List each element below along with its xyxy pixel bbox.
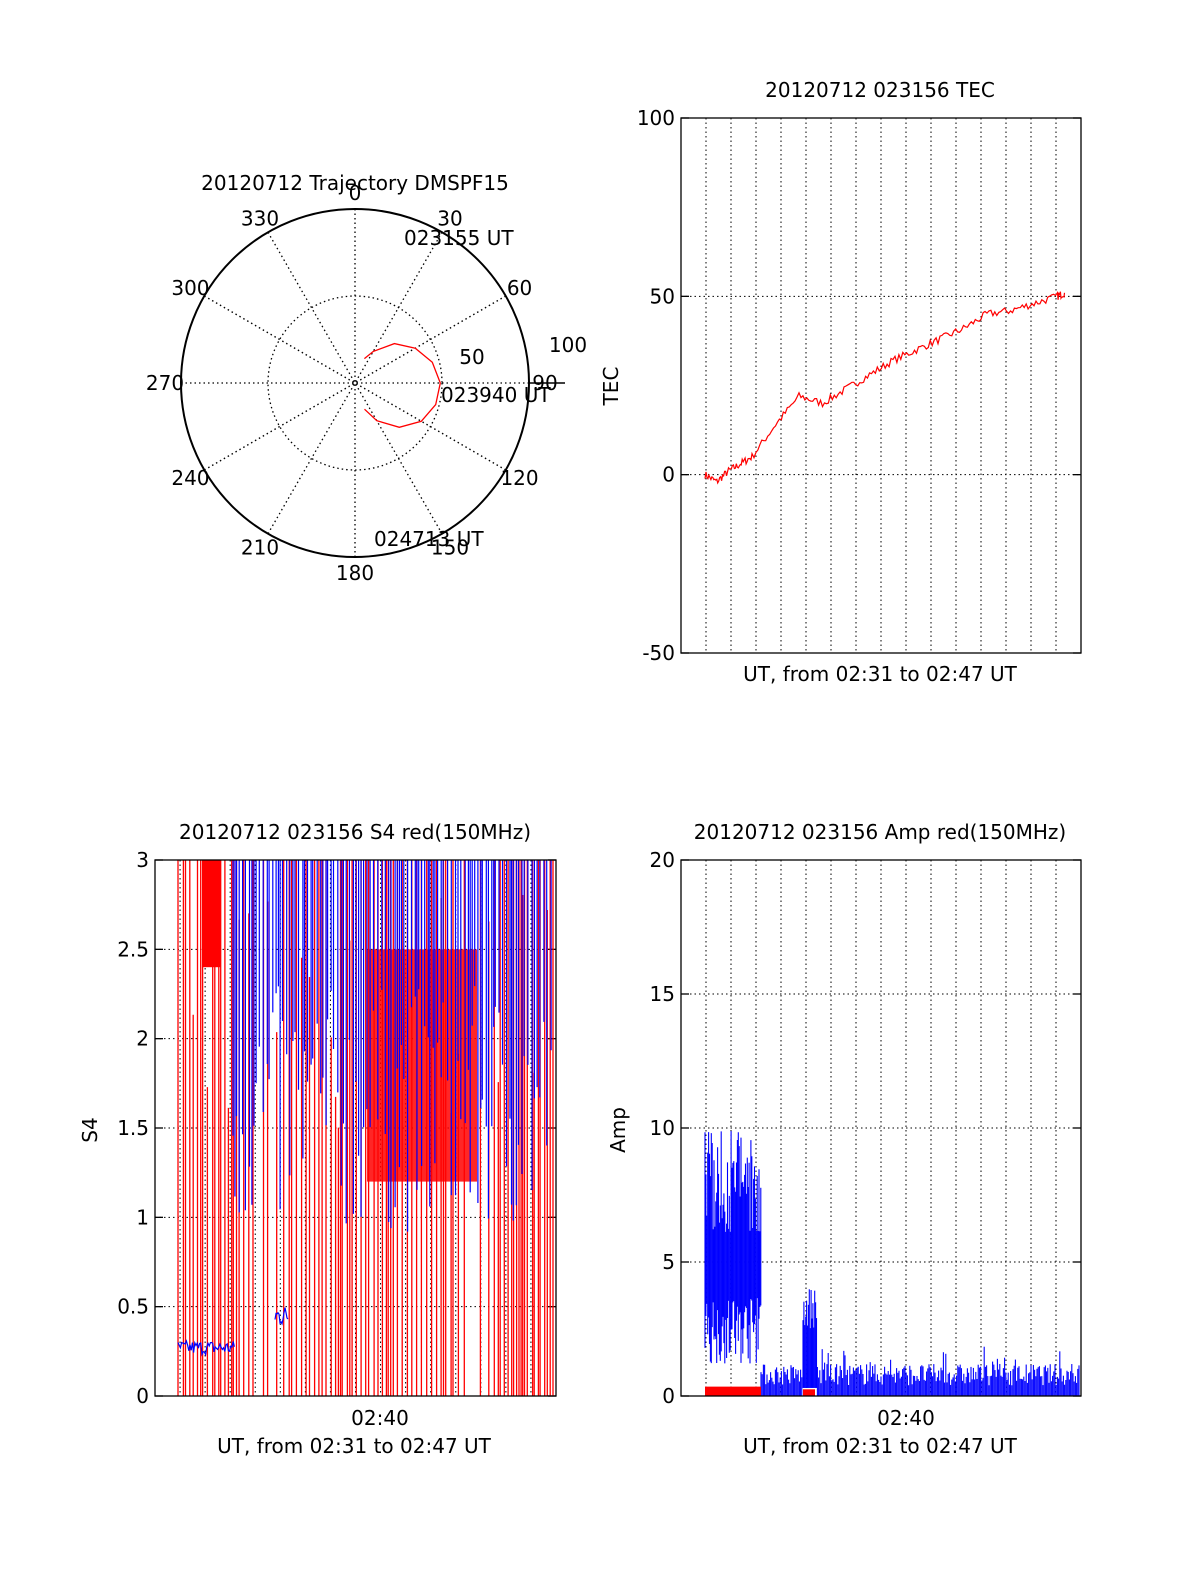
amp-plot: 20120712 023156 Amp red(150MHz) 0 5 10 15 20… <box>606 820 1082 1458</box>
trajectory-end-label: 024713 UT <box>374 527 484 551</box>
polar-angle-label: 120 <box>500 466 538 490</box>
tec-plot-frame <box>680 117 1082 654</box>
polar-angle-label: 150 <box>431 536 469 560</box>
polar-angle-label: 60 <box>507 276 532 300</box>
y-tick-label: 3 <box>136 848 149 872</box>
y-tick-label: 0 <box>662 463 675 487</box>
amp-red-band <box>705 1386 761 1396</box>
y-tick-label: 20 <box>650 848 675 872</box>
s4-plot-frame <box>154 859 557 1397</box>
amp-y-tick-labels: 0 5 10 15 20 <box>650 848 675 1408</box>
tec-grid <box>681 117 1081 654</box>
s4-blue-series <box>177 860 552 1357</box>
polar-angle-label: 270 <box>146 371 184 395</box>
trajectory-start-label: 023155 UT <box>404 226 514 250</box>
tec-plot: 20120712 023156 TEC -50 0 50 100 TEC UT, fr… <box>599 78 1082 686</box>
amp-title: 20120712 023156 Amp red(150MHz) <box>694 820 1066 844</box>
tec-series-line <box>704 291 1066 485</box>
y-tick-label: 0.5 <box>117 1295 149 1319</box>
trajectory-polar-plot: 20120712 Trajectory DMSPF15 030609012015… <box>146 171 587 585</box>
s4-blue-low-line <box>274 1307 289 1326</box>
amp-x-axis-label: UT, from 02:31 to 02:47 UT <box>743 1434 1018 1458</box>
s4-blue-low-line <box>177 1339 235 1357</box>
s4-red-band <box>203 860 221 968</box>
y-tick-label: 0 <box>136 1384 149 1408</box>
polar-angle-label: 240 <box>171 466 209 490</box>
y-tick-label: -50 <box>642 641 675 665</box>
amp-y-axis-label: Amp <box>606 1107 630 1153</box>
amp-plot-frame <box>680 859 1082 1397</box>
s4-y-tick-labels: 0 0.5 1 1.5 2 2.5 3 <box>117 848 149 1408</box>
polar-angle-label: 330 <box>241 206 279 230</box>
y-tick-label: 5 <box>662 1250 675 1274</box>
polar-grid <box>181 209 529 557</box>
s4-y-axis-label: S4 <box>78 1117 102 1142</box>
y-tick-label: 2.5 <box>117 937 149 961</box>
tec-y-tick-labels: -50 0 50 100 <box>637 106 675 665</box>
amp-red-band <box>803 1389 815 1396</box>
y-tick-label: 50 <box>650 284 675 308</box>
y-tick-label: 100 <box>637 106 675 130</box>
s4-x-tick-label: 02:40 <box>351 1406 409 1430</box>
y-tick-label: 1.5 <box>117 1116 149 1140</box>
tec-x-axis-label: UT, from 02:31 to 02:47 UT <box>743 662 1018 686</box>
s4-plot: 20120712 023156 S4 red(150MHz) 0 0.5 1 1.5 2… <box>78 820 557 1458</box>
polar-radius-label-50: 50 <box>459 345 484 369</box>
s4-title: 20120712 023156 S4 red(150MHz) <box>179 820 531 844</box>
amp-red-series <box>705 1386 815 1396</box>
polar-angle-label: 210 <box>241 536 279 560</box>
polar-title: 20120712 Trajectory DMSPF15 <box>201 171 509 195</box>
polar-radius-label-100: 100 <box>549 333 587 357</box>
polar-angle-label: 180 <box>336 561 374 585</box>
trajectory-mid-label: 023940 UT <box>441 383 551 407</box>
y-tick-label: 2 <box>136 1027 149 1051</box>
amp-blue-series <box>704 1131 1080 1396</box>
tec-title: 20120712 023156 TEC <box>765 78 995 102</box>
polar-angle-label: 30 <box>437 206 462 230</box>
y-tick-label: 1 <box>136 1205 149 1229</box>
amp-x-tick-label: 02:40 <box>877 1406 935 1430</box>
polar-angle-label: 0 <box>349 181 362 205</box>
polar-angle-label: 300 <box>171 276 209 300</box>
y-tick-label: 0 <box>662 1384 675 1408</box>
tec-y-axis-label: TEC <box>599 367 623 407</box>
s4-red-series <box>177 860 554 1396</box>
trajectory-series-line <box>363 342 441 428</box>
s4-x-axis-label: UT, from 02:31 to 02:47 UT <box>217 1434 492 1458</box>
y-tick-label: 10 <box>650 1116 675 1140</box>
y-tick-label: 15 <box>650 982 675 1006</box>
